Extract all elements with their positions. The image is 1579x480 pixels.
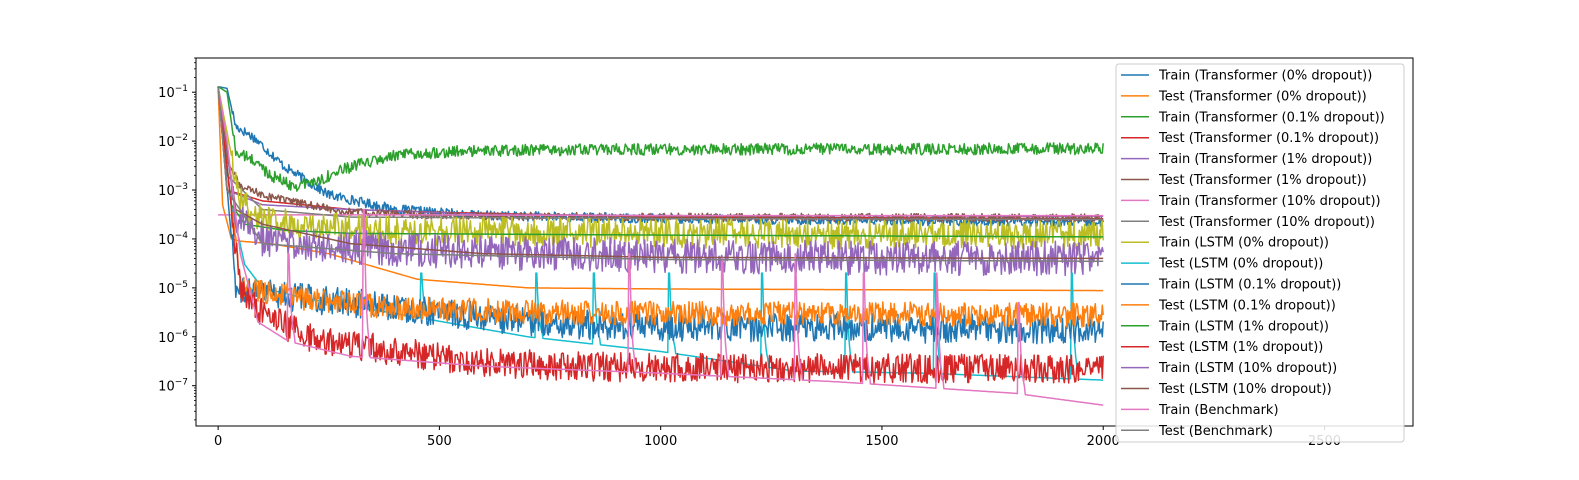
- x-tick-label: 1000: [644, 434, 677, 449]
- legend-label: Test (LSTM (0% dropout)): [1158, 257, 1323, 272]
- x-tick-label: 0: [214, 434, 222, 449]
- series-line-8: [217, 86, 1104, 221]
- series-line-3: [217, 85, 1104, 192]
- y-tick-label: 10−6: [158, 329, 188, 346]
- y-axis: 10−1 10−2 10−3 10−4 10−5 10−6 10−7: [158, 57, 196, 421]
- legend-label: Test (LSTM (0.1% dropout)): [1158, 298, 1336, 313]
- y-tick-label: 10−7: [158, 378, 188, 395]
- series-line-7: [218, 214, 1104, 217]
- x-tick-label: 1500: [865, 434, 898, 449]
- legend-label: Train (Transformer (1% dropout)): [1158, 152, 1372, 167]
- legend-label: Train (LSTM (0% dropout)): [1158, 236, 1329, 251]
- series-line-17: [217, 86, 1104, 406]
- legend-label: Test (Transformer (1% dropout)): [1158, 173, 1367, 188]
- legend-label: Test (Benchmark): [1158, 424, 1273, 439]
- legend-label: Train (LSTM (10% dropout)): [1158, 361, 1337, 376]
- legend-items: Train (Transformer (0% dropout)) Test (Tr…: [1121, 69, 1385, 439]
- series-layer: [217, 85, 1104, 406]
- series-line-18: [217, 86, 1104, 262]
- legend-label: Test (Transformer (10% dropout)): [1158, 215, 1375, 230]
- x-tick-label: 500: [427, 434, 452, 449]
- x-tick-label: 2000: [1087, 434, 1120, 449]
- legend-label: Train (Transformer (10% dropout)): [1158, 194, 1381, 209]
- y-tick-label: 10−1: [158, 84, 188, 101]
- series-line-13: [217, 86, 1104, 238]
- y-tick-label: 10−3: [158, 182, 188, 199]
- legend-label: Train (LSTM (0.1% dropout)): [1158, 278, 1341, 293]
- legend: Train (Transformer (0% dropout)) Test (Tr…: [1115, 63, 1405, 443]
- y-tick-label: 10−5: [158, 280, 188, 297]
- plot-frame: [195, 57, 1414, 427]
- legend-label: Train (Transformer (0.1% dropout)): [1158, 110, 1385, 125]
- x-axis: 05001000150020002500: [214, 426, 1341, 449]
- legend-box: [1115, 63, 1405, 443]
- series-line-16: [217, 86, 1104, 260]
- legend-label: Test (Transformer (0.1% dropout)): [1158, 131, 1379, 146]
- series-line-14: [217, 86, 1104, 384]
- legend-label: Train (Benchmark): [1158, 403, 1279, 418]
- legend-label: Train (LSTM (1% dropout)): [1158, 319, 1329, 334]
- y-tick-label: 10−2: [158, 133, 188, 150]
- legend-label: Train (Transformer (0% dropout)): [1158, 69, 1372, 84]
- legend-label: Test (LSTM (10% dropout)): [1158, 382, 1332, 397]
- legend-label: Test (LSTM (1% dropout)): [1158, 340, 1323, 355]
- y-tick-label: 10−4: [158, 231, 188, 248]
- legend-label: Test (Transformer (0% dropout)): [1158, 89, 1367, 104]
- series-line-12: [217, 86, 1104, 328]
